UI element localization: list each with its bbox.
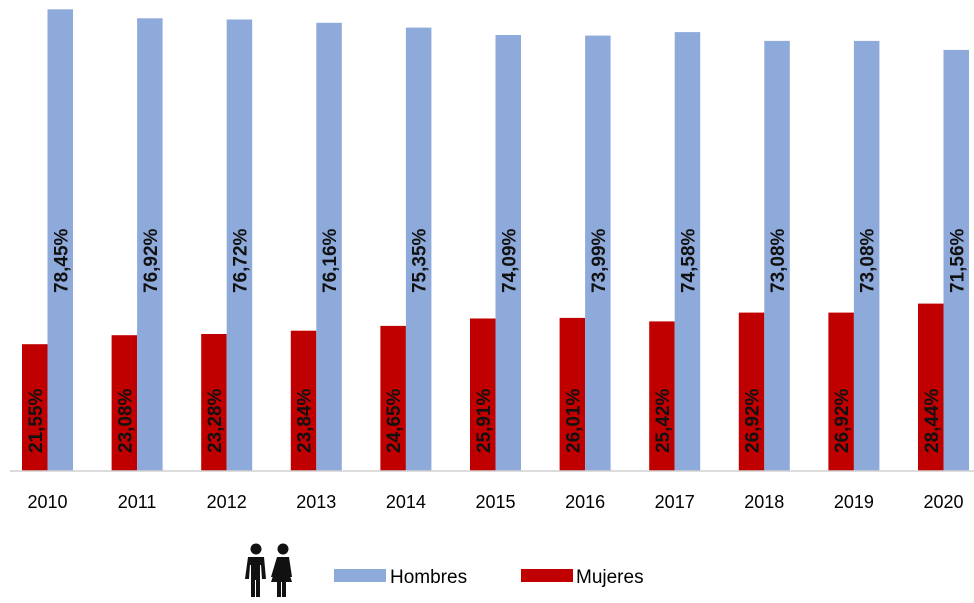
x-tick-label-2014: 2014 <box>386 492 426 512</box>
legend-swatch-hombres <box>334 569 386 582</box>
x-tick-labels: 2010 2011 2012 2013 2014 2015 2016 2017 2018 2019… <box>27 492 963 512</box>
data-label-hombres-2020: 71,56% <box>947 228 968 293</box>
data-label-hombres-2011: 76,92% <box>141 228 162 293</box>
bar-hombres-2012 <box>226 19 253 471</box>
data-label-hombres-2016: 73,99% <box>589 228 610 293</box>
data-labels-layer: 21,55% 78,45% 23,08% 76,92% 23,28% 76,72% 23,8… <box>26 228 968 453</box>
data-label-mujeres-2015: 25,91% <box>474 388 495 453</box>
bar-mujeres-2015 <box>470 318 496 471</box>
data-label-hombres-2018: 73,08% <box>768 228 789 293</box>
bar-mujeres-2011 <box>111 335 138 471</box>
data-label-mujeres-2014: 24,65% <box>384 388 405 453</box>
bar-mujeres-2019 <box>828 312 854 471</box>
bar-mujeres-2018 <box>738 312 765 471</box>
bar-mujeres-2010 <box>22 344 48 471</box>
data-label-mujeres-2019: 26,92% <box>832 388 853 453</box>
legend: Hombres Mujeres <box>245 543 644 597</box>
x-tick-label-2018: 2018 <box>744 492 784 512</box>
x-tick-label-2017: 2017 <box>655 492 695 512</box>
bar-hombres-2014 <box>405 27 432 471</box>
x-tick-label-2016: 2016 <box>565 492 605 512</box>
data-label-mujeres-2013: 23,84% <box>295 388 316 453</box>
bar-hombres-2020 <box>943 49 969 472</box>
x-tick-label-2019: 2019 <box>834 492 874 512</box>
data-label-hombres-2015: 74,09% <box>499 228 520 293</box>
bar-mujeres-2020 <box>918 303 944 471</box>
data-label-hombres-2017: 74,58% <box>678 228 699 293</box>
bar-mujeres-2014 <box>380 325 406 471</box>
bar-hombres-2015 <box>495 35 521 471</box>
x-tick-label-2015: 2015 <box>475 492 515 512</box>
bar-mujeres-2013 <box>290 330 317 471</box>
bar-mujeres-2017 <box>649 321 675 471</box>
x-tick-label-2010: 2010 <box>27 492 67 512</box>
bar-mujeres-2012 <box>201 334 227 471</box>
bar-hombres-2018 <box>764 40 790 472</box>
data-label-hombres-2014: 75,35% <box>410 228 431 293</box>
x-tick-label-2012: 2012 <box>207 492 247 512</box>
data-label-hombres-2019: 73,08% <box>858 228 879 293</box>
bar-hombres-2011 <box>137 18 163 472</box>
bar-hombres-2010 <box>47 9 73 472</box>
bars-layer <box>22 9 969 472</box>
data-label-mujeres-2016: 26,01% <box>563 388 584 453</box>
bar-hombres-2013 <box>316 22 342 472</box>
bar-mujeres-2016 <box>559 317 586 471</box>
x-tick-label-2013: 2013 <box>296 492 336 512</box>
legend-label-mujeres: Mujeres <box>576 567 644 588</box>
bar-hombres-2016 <box>585 35 611 471</box>
data-label-hombres-2013: 76,16% <box>320 228 341 293</box>
people-couple-icon <box>245 543 292 597</box>
legend-label-hombres: Hombres <box>390 567 467 588</box>
data-label-mujeres-2018: 26,92% <box>743 388 764 453</box>
legend-swatch-mujeres <box>521 569 573 582</box>
data-label-mujeres-2010: 21,55% <box>26 388 47 453</box>
data-label-mujeres-2011: 23,08% <box>115 388 136 453</box>
bar-hombres-2019 <box>853 40 880 472</box>
data-label-hombres-2010: 78,45% <box>51 228 72 293</box>
data-label-mujeres-2020: 28,44% <box>922 388 943 453</box>
x-tick-label-2011: 2011 <box>118 492 157 512</box>
data-label-hombres-2012: 76,72% <box>230 228 251 293</box>
bar-hombres-2017 <box>674 32 701 471</box>
x-tick-label-2020: 2020 <box>923 492 963 512</box>
data-label-mujeres-2012: 23,28% <box>205 388 226 453</box>
data-label-mujeres-2017: 25,42% <box>653 388 674 453</box>
